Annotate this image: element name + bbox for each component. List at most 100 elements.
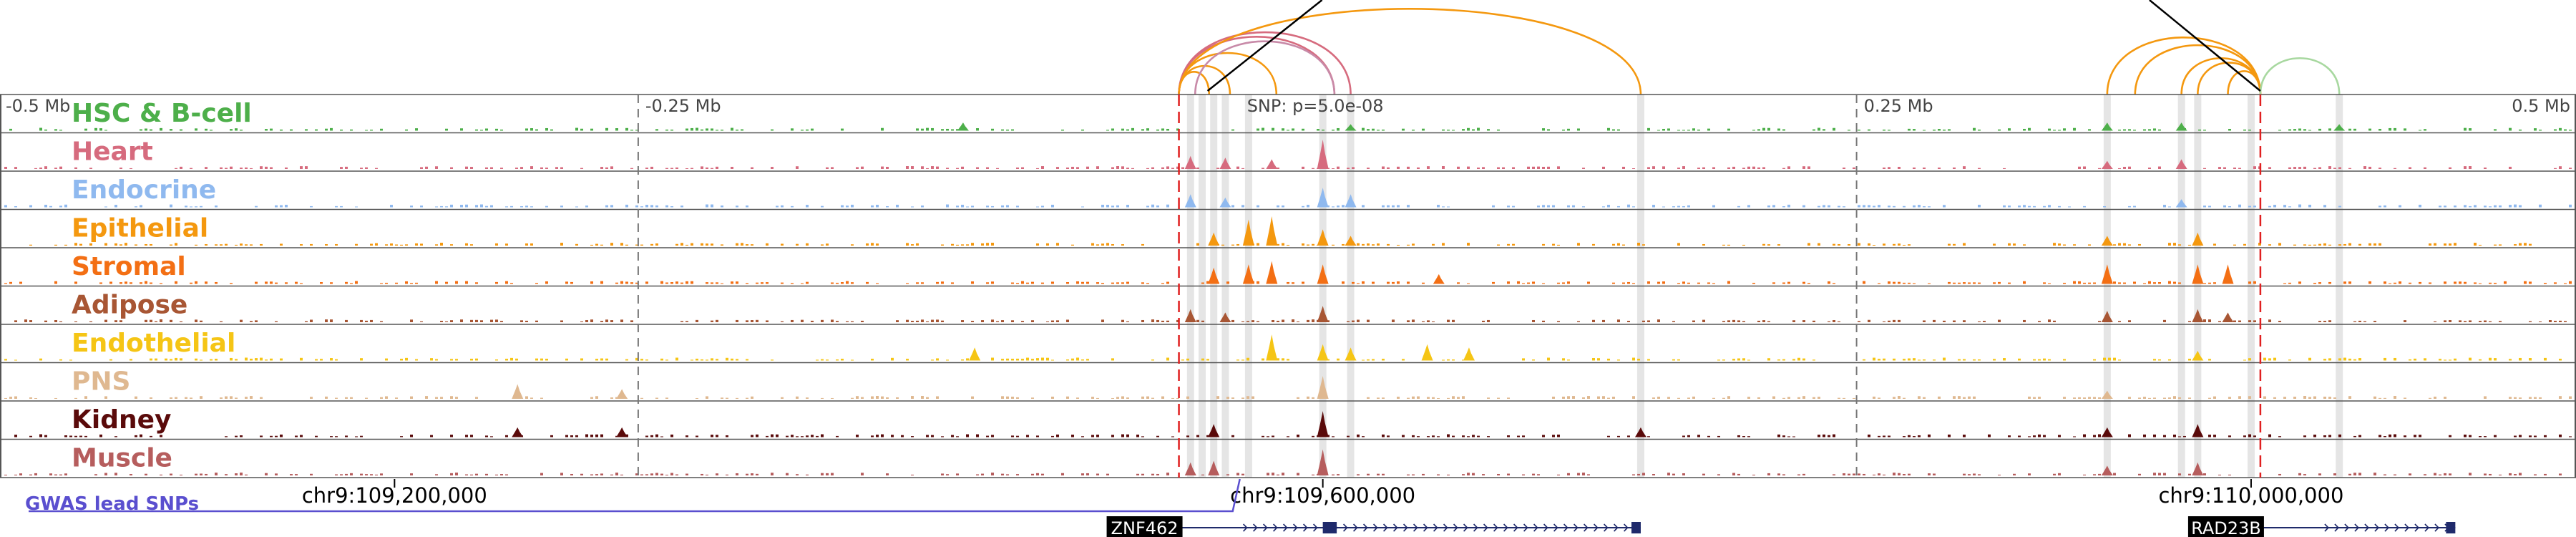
signal-bar: [245, 397, 248, 399]
signal-bar: [315, 129, 318, 131]
signal-peak: [969, 347, 981, 361]
signal-bar: [816, 435, 819, 437]
signal-peak: [2101, 122, 2113, 131]
signal-bar: [2449, 320, 2451, 322]
signal-bar: [19, 281, 22, 284]
signal-bar: [1241, 205, 1244, 208]
signal-bar: [1166, 166, 1169, 169]
signal-bar: [89, 321, 92, 322]
signal-bar: [1612, 282, 1615, 284]
distance-label: 0.5 Mb: [2512, 96, 2570, 116]
signal-bar: [235, 359, 238, 361]
signal-bar: [746, 244, 748, 246]
signal-bar: [1231, 435, 1234, 437]
signal-bar: [2459, 320, 2462, 322]
signal-bar: [235, 435, 238, 437]
signal-bar: [1186, 396, 1189, 399]
signal-bar: [675, 167, 678, 169]
signal-bar: [2173, 243, 2176, 246]
signal-bar: [2469, 320, 2472, 322]
signal-bar: [1597, 396, 1600, 399]
signal-bar: [275, 282, 278, 284]
signal-bar: [1156, 129, 1159, 131]
signal-bar: [4, 205, 7, 208]
signal-bar: [1542, 320, 1545, 322]
signal-bar: [560, 167, 563, 169]
signal-bar: [1226, 281, 1229, 284]
strand-arrow: [2334, 523, 2340, 532]
signal-bar: [1121, 244, 1124, 246]
signal-bar: [801, 283, 804, 284]
signal-bar: [1647, 127, 1650, 131]
signal-bar: [2098, 321, 2101, 322]
strand-arrow: [2374, 523, 2380, 532]
signal-bar: [2043, 435, 2046, 437]
signal-bar: [2053, 473, 2056, 475]
signal-bar: [1041, 166, 1044, 169]
signal-bar: [2003, 168, 2006, 169]
signal-bar: [49, 473, 52, 475]
signal-bar: [1732, 166, 1735, 169]
signal-bar: [145, 281, 147, 284]
signal-bar: [1011, 397, 1014, 399]
signal-bar: [650, 435, 653, 437]
signal-peak: [2333, 124, 2346, 131]
signal-bar: [1697, 168, 1700, 169]
signal-bar: [330, 127, 333, 131]
signal-bar: [2168, 206, 2171, 208]
signal-bar: [906, 359, 909, 361]
signal-bar: [1497, 129, 1500, 131]
signal-bar: [1963, 166, 1966, 169]
signal-bar: [2484, 473, 2487, 475]
signal-bar: [1667, 473, 1670, 475]
signal-bar: [1727, 396, 1730, 399]
signal-bar: [675, 357, 678, 361]
signal-bar: [1241, 359, 1244, 361]
signal-bar: [1181, 359, 1184, 361]
signal-bar: [2063, 282, 2066, 284]
signal-bar: [1582, 397, 1585, 399]
signal-bar: [2353, 128, 2356, 131]
signal-bar: [2338, 205, 2341, 208]
signal-bar: [901, 435, 904, 437]
track-row: Muscle: [0, 444, 2576, 478]
signal-bar: [2474, 282, 2477, 284]
signal-bar: [696, 435, 698, 437]
signal-bar: [2434, 243, 2436, 246]
signal-bar: [726, 397, 728, 399]
signal-bar: [1141, 282, 1144, 284]
signal-bar: [455, 473, 458, 475]
signal-bar: [2379, 397, 2381, 399]
signal-bar: [1462, 359, 1465, 361]
signal-bar: [2023, 244, 2026, 246]
gene: RAD23B: [2187, 516, 2456, 537]
signal-bar: [2569, 436, 2572, 437]
signal-bar: [756, 473, 758, 475]
signal-bar: [1782, 397, 1785, 399]
signal-bar: [2248, 434, 2251, 437]
signal-bar: [225, 396, 228, 399]
signal-bar: [2384, 397, 2386, 399]
signal-bar: [2348, 358, 2351, 361]
signal-bar: [1161, 128, 1164, 131]
signal-bar: [2113, 357, 2116, 361]
signal-bar: [1081, 436, 1084, 437]
signal-bar: [2163, 205, 2166, 208]
signal-bar: [1487, 436, 1490, 437]
signal-bar: [305, 129, 308, 131]
signal-bar: [786, 473, 789, 475]
signal-bar: [405, 281, 408, 284]
signal-bar: [1257, 281, 1259, 284]
signal-bar: [300, 166, 303, 169]
signal-bar: [1196, 435, 1199, 437]
signal-bar: [205, 128, 208, 131]
signal-bar: [1562, 396, 1565, 399]
signal-bar: [29, 435, 32, 437]
signal-bar: [1427, 166, 1430, 169]
signal-bar: [310, 205, 313, 208]
signal-bar: [1362, 436, 1365, 437]
signal-bar: [2248, 358, 2251, 361]
signal-bar: [114, 436, 117, 437]
signal-bar: [84, 396, 87, 399]
signal-bar: [64, 435, 67, 437]
